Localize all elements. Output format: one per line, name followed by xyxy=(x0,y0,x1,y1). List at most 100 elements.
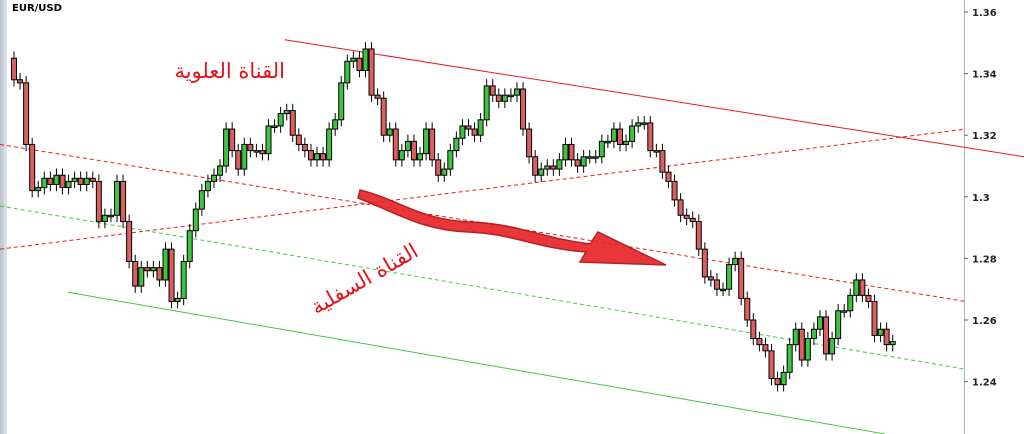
candle-body-down xyxy=(617,128,623,145)
y-tick-label: 1.3 xyxy=(972,193,990,204)
candle xyxy=(168,242,175,309)
trendlines xyxy=(0,39,1024,434)
candle xyxy=(417,146,424,167)
candle-body-up xyxy=(635,122,642,127)
candle-body-down xyxy=(677,199,684,216)
candle xyxy=(853,273,860,303)
candle xyxy=(556,153,563,176)
candle xyxy=(362,42,369,78)
lower-channel-label: القناة السفلية xyxy=(307,239,422,319)
candle-body-down xyxy=(568,143,575,161)
candle xyxy=(465,119,472,136)
candle-body-up xyxy=(477,119,484,136)
candle-body-up xyxy=(150,267,157,272)
candle xyxy=(162,242,169,287)
candle-body-up xyxy=(623,140,630,145)
candle xyxy=(423,122,430,161)
candle xyxy=(538,162,545,183)
candle-body-up xyxy=(598,140,605,158)
candle xyxy=(410,134,417,167)
candle xyxy=(83,171,90,192)
symbol-label: EUR/USD xyxy=(12,3,62,14)
candle-body-down xyxy=(750,319,757,339)
candle-body-up xyxy=(538,168,545,176)
candle-body-up xyxy=(210,174,217,182)
candle-body-up xyxy=(592,156,599,159)
candle-body-down xyxy=(768,350,775,380)
candle-body-up xyxy=(198,190,205,210)
candle-body-down xyxy=(429,128,436,161)
candle xyxy=(398,143,405,167)
candle-body-up xyxy=(41,177,48,189)
candle-body-up xyxy=(180,260,187,299)
candle xyxy=(235,143,242,176)
candle-body-up xyxy=(810,328,817,339)
candle-body-down xyxy=(671,180,678,201)
candle-body-up xyxy=(386,128,393,136)
candle-body-up xyxy=(138,267,145,287)
candle xyxy=(65,174,72,195)
candle xyxy=(713,273,720,296)
candle-body-down xyxy=(489,85,496,96)
candle xyxy=(392,122,399,167)
candle-body-down xyxy=(95,180,102,222)
candle xyxy=(441,162,448,183)
candle xyxy=(17,72,24,90)
candle xyxy=(489,79,496,102)
candle xyxy=(101,208,108,229)
candle xyxy=(544,159,551,176)
candle xyxy=(889,334,896,352)
candle-body-down xyxy=(11,57,17,81)
candle-body-up xyxy=(513,88,520,96)
candle xyxy=(738,251,745,306)
candle-body-down xyxy=(683,214,690,219)
candle-body-down xyxy=(235,150,242,170)
candle xyxy=(750,313,757,346)
candle-body-down xyxy=(823,316,830,355)
candle-body-down xyxy=(689,217,696,222)
candle-body-up xyxy=(726,264,733,290)
candle xyxy=(635,116,642,133)
candle-body-up xyxy=(417,153,424,161)
candle-body-up xyxy=(53,174,60,185)
candle xyxy=(120,174,127,229)
candle-body-down xyxy=(289,110,296,136)
candle xyxy=(786,337,793,380)
candle-body-up xyxy=(459,125,466,139)
candle xyxy=(732,251,739,272)
candle-body-down xyxy=(77,177,84,185)
candle xyxy=(847,288,854,318)
candle-body-up xyxy=(271,125,278,128)
candle-body-up xyxy=(841,310,848,313)
candle xyxy=(338,76,345,127)
trend-arrow-icon xyxy=(357,189,667,266)
candle xyxy=(289,103,296,142)
candle-body-down xyxy=(738,257,745,299)
candle xyxy=(53,168,60,192)
candle-body-down xyxy=(126,220,133,262)
candle xyxy=(816,310,823,337)
candle xyxy=(435,153,442,183)
candle xyxy=(574,153,581,173)
candle-body-down xyxy=(762,344,769,352)
candle-body-up xyxy=(453,137,460,152)
candle-body-down xyxy=(574,159,581,167)
candle xyxy=(368,42,375,102)
candle-body-down xyxy=(144,267,151,272)
candle xyxy=(617,122,623,152)
candle-body-down xyxy=(156,267,163,281)
candle xyxy=(756,331,763,352)
candle xyxy=(665,165,672,189)
candle-body-down xyxy=(374,94,381,99)
candle-body-down xyxy=(859,279,866,296)
candle xyxy=(550,159,557,176)
candle-body-down xyxy=(132,260,139,287)
candle-body-up xyxy=(653,150,660,153)
candle-body-down xyxy=(247,143,254,152)
candle-body-down xyxy=(520,88,527,130)
trendline-lower-channel-bottom xyxy=(67,291,885,434)
candle-body-down xyxy=(295,134,302,145)
candles xyxy=(11,42,896,392)
candle xyxy=(114,174,121,223)
candle xyxy=(829,331,836,361)
